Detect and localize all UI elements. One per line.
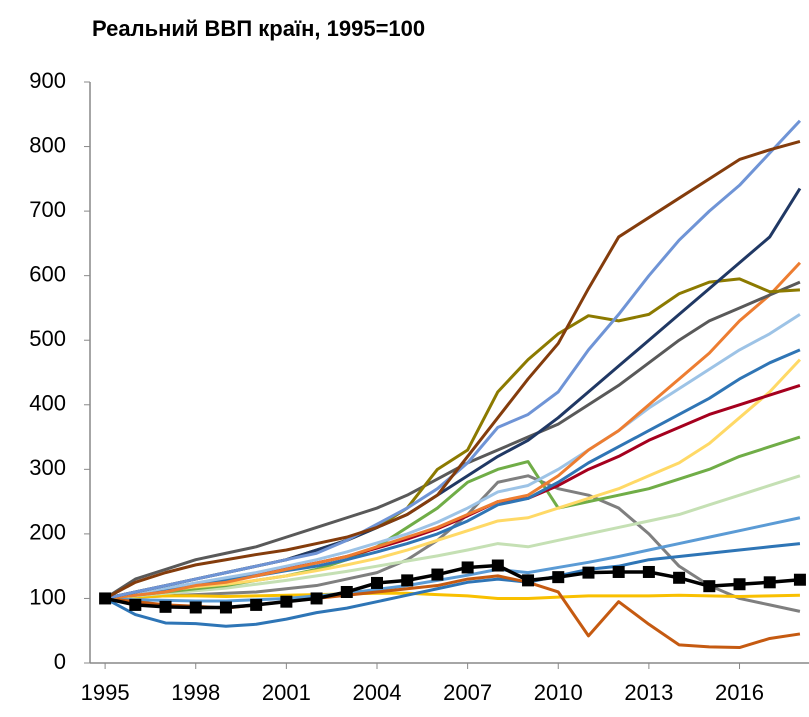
x-tick-label: 2016 [715, 680, 764, 705]
series-line [104, 277, 801, 600]
point-marker [582, 566, 595, 579]
point-marker [189, 601, 202, 614]
x-tick-label: 1998 [171, 680, 220, 705]
series-line [104, 348, 801, 600]
x-tick-label: 2013 [624, 680, 673, 705]
series-line [104, 474, 801, 600]
point-marker [159, 600, 172, 613]
x-tick-label: 2004 [353, 680, 402, 705]
point-marker [310, 592, 323, 605]
x-tick-label: 2010 [534, 680, 583, 705]
point-marker [99, 592, 112, 605]
point-marker [129, 598, 142, 611]
point-marker [703, 580, 716, 593]
point-marker [491, 559, 504, 572]
point-marker [793, 573, 806, 586]
x-tick-label: 2007 [443, 680, 492, 705]
point-marker [733, 578, 746, 591]
y-tick-label: 300 [29, 455, 66, 480]
series-line [104, 280, 801, 600]
y-tick-label: 400 [29, 391, 66, 416]
point-marker [461, 561, 474, 574]
series-line [104, 383, 801, 600]
y-tick-label: 600 [29, 261, 66, 286]
series-line [104, 542, 801, 628]
x-tick-label: 2001 [262, 680, 311, 705]
series-line [104, 261, 802, 600]
point-marker [250, 598, 263, 611]
series-line [104, 313, 801, 600]
point-marker [401, 574, 414, 587]
point-marker [552, 571, 565, 584]
x-tick-label: 1995 [81, 680, 130, 705]
y-tick-label: 200 [29, 520, 66, 545]
y-tick-label: 500 [29, 326, 66, 351]
y-tick-label: 900 [29, 68, 66, 93]
point-marker [431, 568, 444, 581]
y-tick-label: 700 [29, 197, 66, 222]
y-tick-label: 800 [29, 132, 66, 157]
point-marker [763, 576, 776, 589]
chart-title: Реальний ВВП країн, 1995=100 [92, 16, 425, 41]
y-tick-label: 0 [54, 649, 66, 674]
series-line [104, 139, 801, 600]
series-line [105, 591, 800, 600]
point-marker [219, 601, 232, 614]
point-marker [612, 565, 625, 578]
y-tick-label: 100 [29, 584, 66, 609]
series-line [105, 516, 801, 603]
series-line [104, 358, 802, 600]
point-marker [370, 576, 383, 589]
point-marker [522, 574, 535, 587]
point-marker [642, 565, 655, 578]
point-marker [280, 595, 293, 608]
point-marker [340, 585, 353, 598]
point-marker [673, 571, 686, 584]
